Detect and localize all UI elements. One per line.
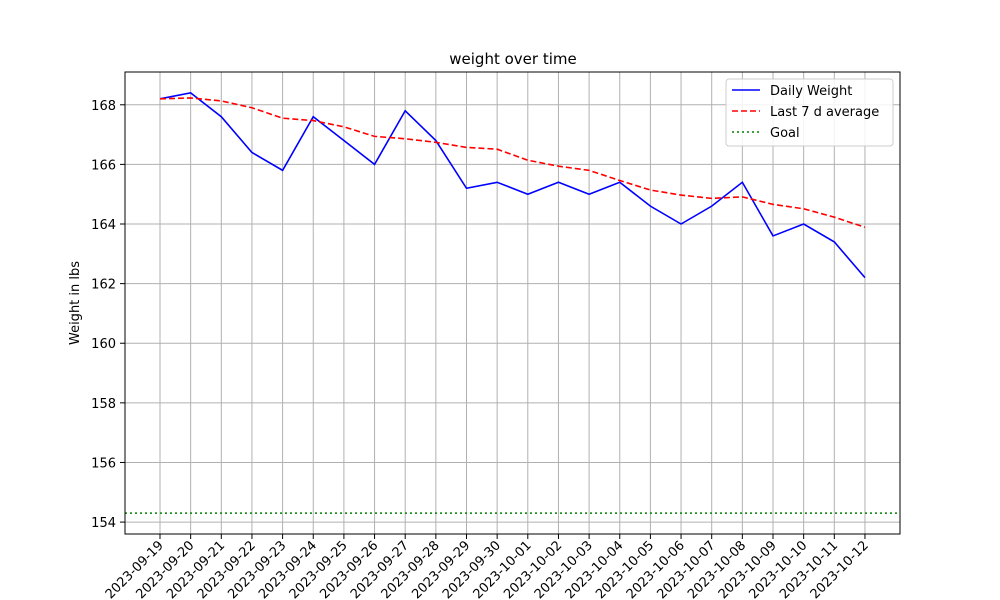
legend-label: Daily Weight: [770, 84, 852, 99]
y-tick-label: 166: [91, 158, 116, 173]
y-axis-label: Weight in lbs: [68, 261, 83, 345]
legend-label: Last 7 d average: [770, 105, 879, 120]
series-line-daily-weight: [159, 92, 866, 279]
y-tick-label: 162: [91, 278, 116, 293]
plot-frame: [124, 71, 901, 535]
chart-title: weight over time: [449, 50, 576, 68]
y-tick-label: 158: [91, 397, 116, 412]
y-tick-label: 154: [91, 516, 116, 531]
y-tick-label: 164: [91, 218, 116, 233]
y-tick-label: 168: [91, 99, 116, 114]
legend-label: Goal: [770, 126, 800, 141]
series-line-last-7-d-average: [159, 97, 866, 229]
legend: Daily Weight Last 7 d average Goal: [725, 78, 894, 147]
y-tick-label: 156: [91, 456, 116, 471]
legend-box: [725, 78, 894, 147]
y-tick-label: 160: [91, 337, 116, 352]
series-layer: [125, 92, 900, 514]
grid-layer: [125, 72, 900, 534]
